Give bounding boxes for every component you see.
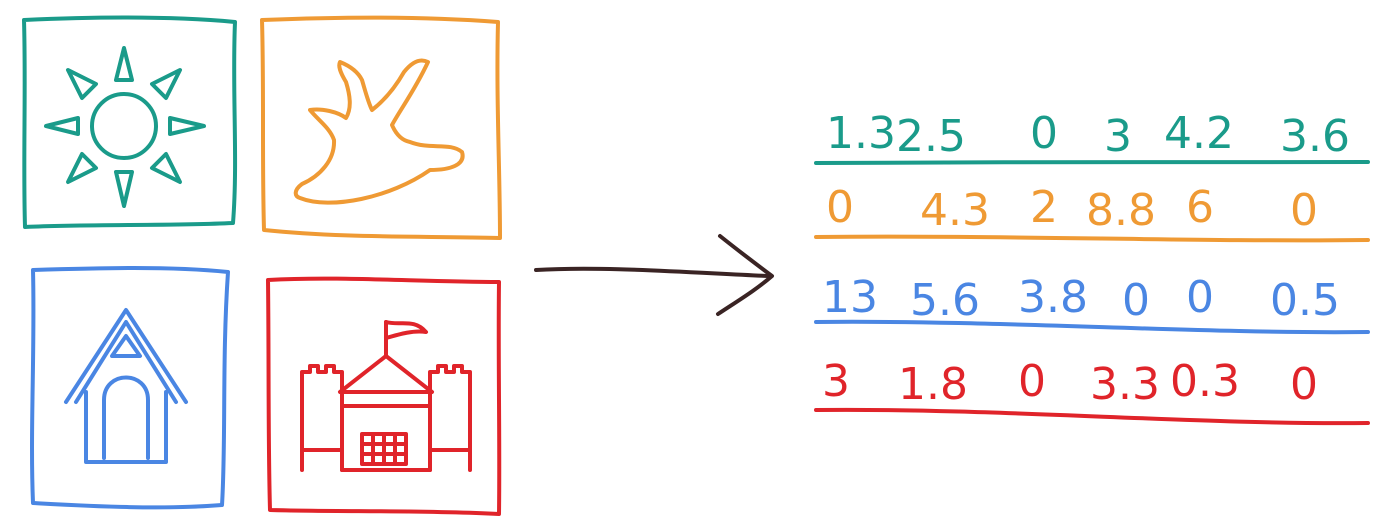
vector-value: 2.5 <box>896 111 966 162</box>
vector-value: 6 <box>1186 182 1214 233</box>
feature-vectors: 1.3 2.5 0 3 4.2 3.60 4.3 2 8.8 6 013 5.6 3.8 0 0 0.53 1.… <box>814 108 1370 426</box>
right-arrow-icon <box>534 234 774 316</box>
vector-value: 3 <box>1104 111 1132 162</box>
doghouse-icon <box>64 308 188 464</box>
vector-value: 2 <box>1030 182 1058 233</box>
vector-row-2: 0 4.3 2 8.8 6 0 <box>814 182 1370 243</box>
tile-frame <box>22 15 238 229</box>
vector-value: 3.3 <box>1090 359 1160 410</box>
vector-value: 0.5 <box>1270 275 1340 326</box>
vector-value: 0 <box>1030 108 1058 159</box>
tile-frame <box>30 266 230 510</box>
image-tile-sun <box>22 15 238 229</box>
vector-value: 3.6 <box>1280 111 1350 162</box>
vector-value: 4.2 <box>1164 108 1234 159</box>
vector-value: 3 <box>822 356 850 407</box>
banana-icon <box>293 58 465 205</box>
vector-value: 0 <box>1290 359 1318 410</box>
vector-value: 0 <box>826 182 854 233</box>
vector-value: 1.3 <box>826 108 896 159</box>
vector-value: 0 <box>1122 275 1150 326</box>
tile-frame <box>266 276 502 516</box>
vector-underline <box>814 407 1370 426</box>
vector-row-4: 3 1.8 0 3.3 0.3 0 <box>814 356 1370 426</box>
vector-row-1: 1.3 2.5 0 3 4.2 3.6 <box>814 108 1370 165</box>
vector-value: 0 <box>1186 272 1214 323</box>
vector-value: 0 <box>1290 185 1318 236</box>
vector-row-3: 13 5.6 3.8 0 0 0.5 <box>814 272 1370 335</box>
vector-value: 0.3 <box>1170 356 1240 407</box>
vector-value: 0 <box>1018 356 1046 407</box>
image-tile-banana <box>260 15 502 240</box>
image-tile-doghouse <box>30 266 230 510</box>
vector-value: 8.8 <box>1086 185 1156 236</box>
vector-value: 4.3 <box>920 185 990 236</box>
vector-value: 1.8 <box>898 359 968 410</box>
vector-underline <box>814 160 1370 165</box>
vector-value: 3.8 <box>1018 272 1088 323</box>
vector-value: 5.6 <box>910 275 980 326</box>
vector-underline <box>814 319 1370 335</box>
castle-icon <box>300 320 472 472</box>
vector-value: 13 <box>822 272 878 323</box>
tile-frame <box>260 15 502 240</box>
vector-underline <box>814 234 1370 243</box>
image-tile-castle <box>266 276 502 516</box>
sun-icon <box>44 46 206 208</box>
